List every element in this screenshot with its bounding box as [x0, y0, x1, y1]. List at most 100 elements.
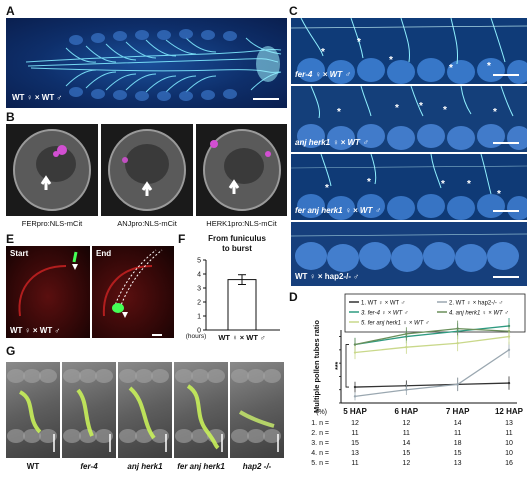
- data-point: [353, 385, 357, 389]
- legend-entry: 3. fer-4 ♀ × WT ♂: [361, 311, 408, 317]
- n-table-row-label: 1. n =: [311, 420, 329, 427]
- ovule-surface: [231, 369, 281, 452]
- panel-g-ovule-image: [6, 362, 60, 458]
- n-table-cell: 11: [351, 430, 358, 437]
- data-point: [507, 335, 511, 338]
- y-tick-label: 5: [197, 258, 201, 265]
- cell-texture: [7, 429, 25, 443]
- panel-c-scalebar: [493, 142, 519, 144]
- caption-ferpro: FERpro:NLS-mCit: [21, 219, 83, 228]
- data-point: [353, 395, 357, 398]
- chart-f-title-line2: to burst: [222, 244, 252, 253]
- cell-texture: [247, 369, 265, 383]
- n-table-cell: 15: [351, 440, 359, 447]
- panel-e-start-label: Start: [10, 249, 29, 258]
- star-marker: *: [325, 183, 329, 194]
- significance-marker: ***: [335, 361, 342, 369]
- caption-herk1pro: HERK1pro:NLS-mCit: [206, 219, 277, 228]
- series-line: [354, 327, 510, 346]
- panel-a: A: [0, 0, 287, 110]
- star-marker: *: [487, 61, 491, 72]
- n-table-cell: 15: [454, 450, 462, 457]
- panel-c-feranjherk1-image: * * * * * fer anj herk1 ♀ × WT ♂: [291, 154, 527, 220]
- cell-texture: [63, 369, 81, 383]
- cell-texture: [151, 369, 169, 383]
- legend-entry: 1. WT ♀ × WT ♂: [361, 301, 405, 307]
- data-point: [353, 351, 357, 354]
- panel-d: D 1. WT ♀ × WT ♂ 2. WT ♀ × hap2-/- ♂ 3. fe…: [289, 290, 529, 479]
- panel-c-anjherk1-image: * * * * * anj herk1 ♀ × WT ♂: [291, 86, 527, 152]
- data-point: [456, 383, 459, 386]
- ovule-ferpro-image: [6, 124, 98, 216]
- ovule-surface: [63, 369, 113, 452]
- panel-g-caption: fer-4: [80, 462, 98, 471]
- panel-c-hap2-image: WT ♀ × hap2-/- ♂: [291, 222, 527, 286]
- x-category-label: 7 HAP: [446, 407, 470, 416]
- panel-label-b: B: [6, 110, 15, 124]
- panel-g-caption: hap2 -/-: [242, 462, 272, 471]
- cell-texture: [23, 429, 41, 443]
- n-table-cell: 12: [402, 460, 410, 467]
- n-table-cell: 12: [402, 420, 410, 427]
- panel-a-scalebar: [253, 98, 279, 100]
- legend-entry: 2. WT ♀ × hap2-/- ♂: [449, 301, 503, 307]
- n-table-cell: 16: [505, 460, 513, 467]
- star-marker: *: [441, 179, 445, 190]
- n-table-cell: 11: [351, 460, 358, 467]
- panel-label-a: A: [6, 4, 15, 18]
- cell-texture: [135, 369, 153, 383]
- x-category-label: 5 HAP: [343, 407, 367, 416]
- panel-e-caption: WT ♀ × WT ♂: [10, 326, 61, 335]
- series-line: [354, 325, 510, 346]
- panel-g-ovule-image: [174, 362, 228, 458]
- n-table-cell: 14: [402, 440, 410, 447]
- pollen-tube-trace: [18, 390, 42, 434]
- series-line: [354, 382, 510, 388]
- panel-a-caption: WT ♀ × WT ♂: [12, 93, 63, 102]
- y-tick-label: 1: [197, 314, 201, 321]
- cell-texture: [151, 429, 169, 443]
- star-marker: *: [419, 101, 423, 112]
- cell-texture: [79, 429, 97, 443]
- y-axis-label: (hours): [186, 333, 207, 340]
- panel-c-fer4-caption: fer-4 ♀ × WT ♂: [295, 70, 351, 79]
- star-marker: *: [449, 63, 453, 74]
- pollen-tube-trace: [238, 410, 275, 428]
- n-table-cell: 14: [454, 420, 462, 427]
- series-line: [354, 349, 510, 398]
- y-tick-label: 3: [197, 286, 201, 293]
- cell-texture: [39, 429, 57, 443]
- data-point: [405, 332, 408, 336]
- n-table-cell: 10: [505, 450, 513, 457]
- data-point: [456, 342, 459, 345]
- star-marker: *: [389, 55, 393, 66]
- caption-anjpro: ANJpro:NLS-mCit: [117, 219, 177, 228]
- panel-c-scalebar: [493, 74, 519, 76]
- panel-label-c: C: [289, 4, 298, 18]
- cell-texture: [175, 369, 193, 383]
- cell-texture: [119, 429, 137, 443]
- y-tick-label: 2: [197, 300, 201, 307]
- cell-texture: [7, 369, 25, 383]
- cell-texture: [207, 369, 225, 383]
- legend-entry: 4. anj herk1 ♀ × WT ♂: [449, 311, 509, 317]
- data-point: [507, 381, 511, 385]
- pollen-tube-trace: [186, 384, 220, 450]
- x-category-label: 12 HAP: [495, 407, 524, 416]
- legend-entry: 5. fer anj herk1 ♀ × WT ♂: [361, 321, 430, 327]
- legend-box: [344, 293, 526, 333]
- ovule-surface: [7, 369, 57, 452]
- ovule-surface: [175, 369, 225, 452]
- star-marker: *: [467, 179, 471, 190]
- data-point: [507, 348, 511, 352]
- x-category-label: 6 HAP: [395, 407, 419, 416]
- panel-e-end-image: End: [92, 246, 174, 338]
- panel-c-scalebar: [493, 276, 519, 278]
- cell-texture: [191, 429, 209, 443]
- cell-texture: [231, 369, 249, 383]
- n-table-cell: 13: [505, 420, 513, 427]
- x-category-label: WT ♀ × WT ♂: [218, 333, 265, 342]
- n-table-cell: 11: [454, 430, 461, 437]
- y-tick-label: 0: [197, 328, 201, 335]
- cell-texture: [79, 369, 97, 383]
